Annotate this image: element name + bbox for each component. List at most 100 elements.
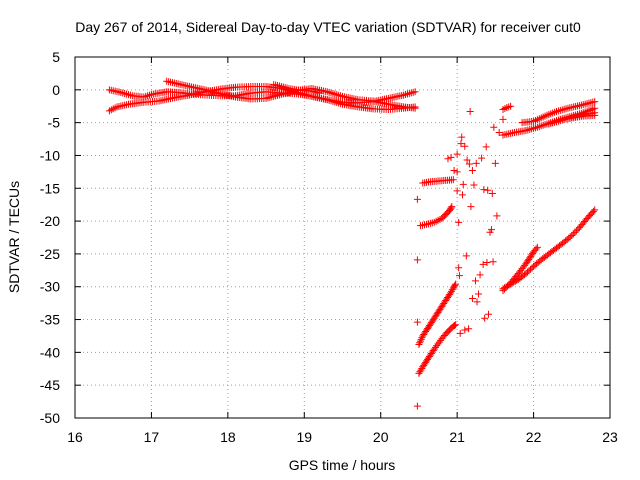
data-point	[491, 159, 499, 167]
y-tick-label: 5	[52, 49, 60, 65]
x-tick-label: 23	[602, 429, 618, 445]
data-point	[522, 127, 530, 135]
data-point	[453, 187, 461, 195]
data-point	[569, 230, 577, 238]
data-point	[499, 115, 507, 123]
data-point	[488, 226, 496, 234]
data-point	[560, 105, 568, 113]
y-tick-label: -30	[40, 279, 60, 295]
data-point	[459, 180, 467, 188]
data-point	[478, 154, 486, 162]
data-point	[448, 286, 456, 294]
data-point	[455, 272, 463, 280]
data-point	[523, 268, 531, 276]
data-point	[329, 90, 337, 98]
data-point	[416, 339, 424, 347]
data-point	[455, 218, 463, 226]
data-point	[472, 159, 480, 167]
data-point	[489, 258, 497, 266]
data-point	[451, 281, 459, 289]
data-point	[468, 167, 476, 175]
x-tick-label: 17	[144, 429, 160, 445]
data-point	[475, 290, 483, 298]
y-tick-label: -20	[40, 213, 60, 229]
data-point	[433, 342, 441, 350]
data-point	[316, 89, 324, 97]
data-point	[490, 123, 498, 131]
data-point	[470, 181, 478, 189]
data-point	[461, 326, 469, 334]
grid-lines	[75, 57, 610, 418]
data-point	[123, 90, 131, 98]
x-axis-label: GPS time / hours	[289, 457, 396, 473]
data-point	[531, 124, 539, 132]
y-tick-label: -5	[48, 115, 61, 131]
x-tick-label: 18	[220, 429, 236, 445]
data-points	[105, 77, 599, 410]
data-point	[572, 227, 580, 235]
y-tick-label: -25	[40, 246, 60, 262]
data-point	[452, 321, 460, 329]
data-point	[447, 204, 455, 212]
data-point	[525, 267, 533, 275]
y-axis-label: SDTVAR / TECUs	[6, 181, 22, 293]
data-point	[484, 186, 492, 194]
data-point	[126, 91, 134, 99]
x-tick-label: 19	[296, 429, 312, 445]
data-point	[144, 92, 152, 100]
data-point	[471, 277, 479, 285]
x-tick-label: 22	[526, 429, 542, 445]
data-point	[482, 143, 490, 151]
data-point	[333, 91, 341, 99]
data-point	[462, 252, 470, 260]
data-point	[403, 90, 411, 98]
data-point	[527, 265, 535, 273]
data-point	[466, 107, 474, 115]
data-point	[480, 186, 488, 194]
data-point	[413, 195, 421, 203]
data-point	[591, 98, 599, 106]
data-point	[453, 150, 461, 158]
data-point	[450, 167, 458, 175]
data-point	[591, 206, 599, 214]
data-point	[413, 256, 421, 264]
y-tick-label: -40	[40, 344, 60, 360]
data-point	[481, 314, 489, 322]
data-point	[522, 270, 530, 278]
data-point	[591, 111, 599, 119]
data-point	[495, 128, 503, 136]
data-point	[413, 318, 421, 326]
data-point	[566, 233, 574, 241]
data-point	[411, 104, 419, 112]
data-point	[447, 153, 455, 161]
y-tick-label: -15	[40, 180, 60, 196]
data-point	[415, 340, 423, 348]
data-point	[562, 105, 570, 113]
data-point	[484, 310, 492, 318]
data-point	[476, 271, 484, 279]
data-point	[556, 106, 564, 114]
data-point	[571, 228, 579, 236]
x-tick-label: 16	[67, 429, 83, 445]
data-point	[431, 343, 439, 351]
y-tick-label: -10	[40, 147, 60, 163]
y-tick-label: -50	[40, 410, 60, 426]
data-point	[444, 155, 452, 163]
data-point	[483, 258, 491, 266]
y-tick-label: -45	[40, 377, 60, 393]
data-point	[402, 91, 410, 99]
data-point	[450, 321, 458, 329]
chart-title: Day 267 of 2014, Sidereal Day-to-day VTE…	[75, 19, 581, 35]
data-point	[121, 90, 129, 98]
data-point	[458, 133, 466, 141]
data-point	[323, 88, 331, 96]
data-point	[456, 329, 464, 337]
y-tick-label: -35	[40, 312, 60, 328]
data-point	[507, 102, 515, 110]
data-point	[468, 295, 476, 303]
data-point	[416, 337, 424, 345]
data-point	[493, 212, 501, 220]
data-point	[453, 168, 461, 176]
data-point	[479, 260, 487, 268]
